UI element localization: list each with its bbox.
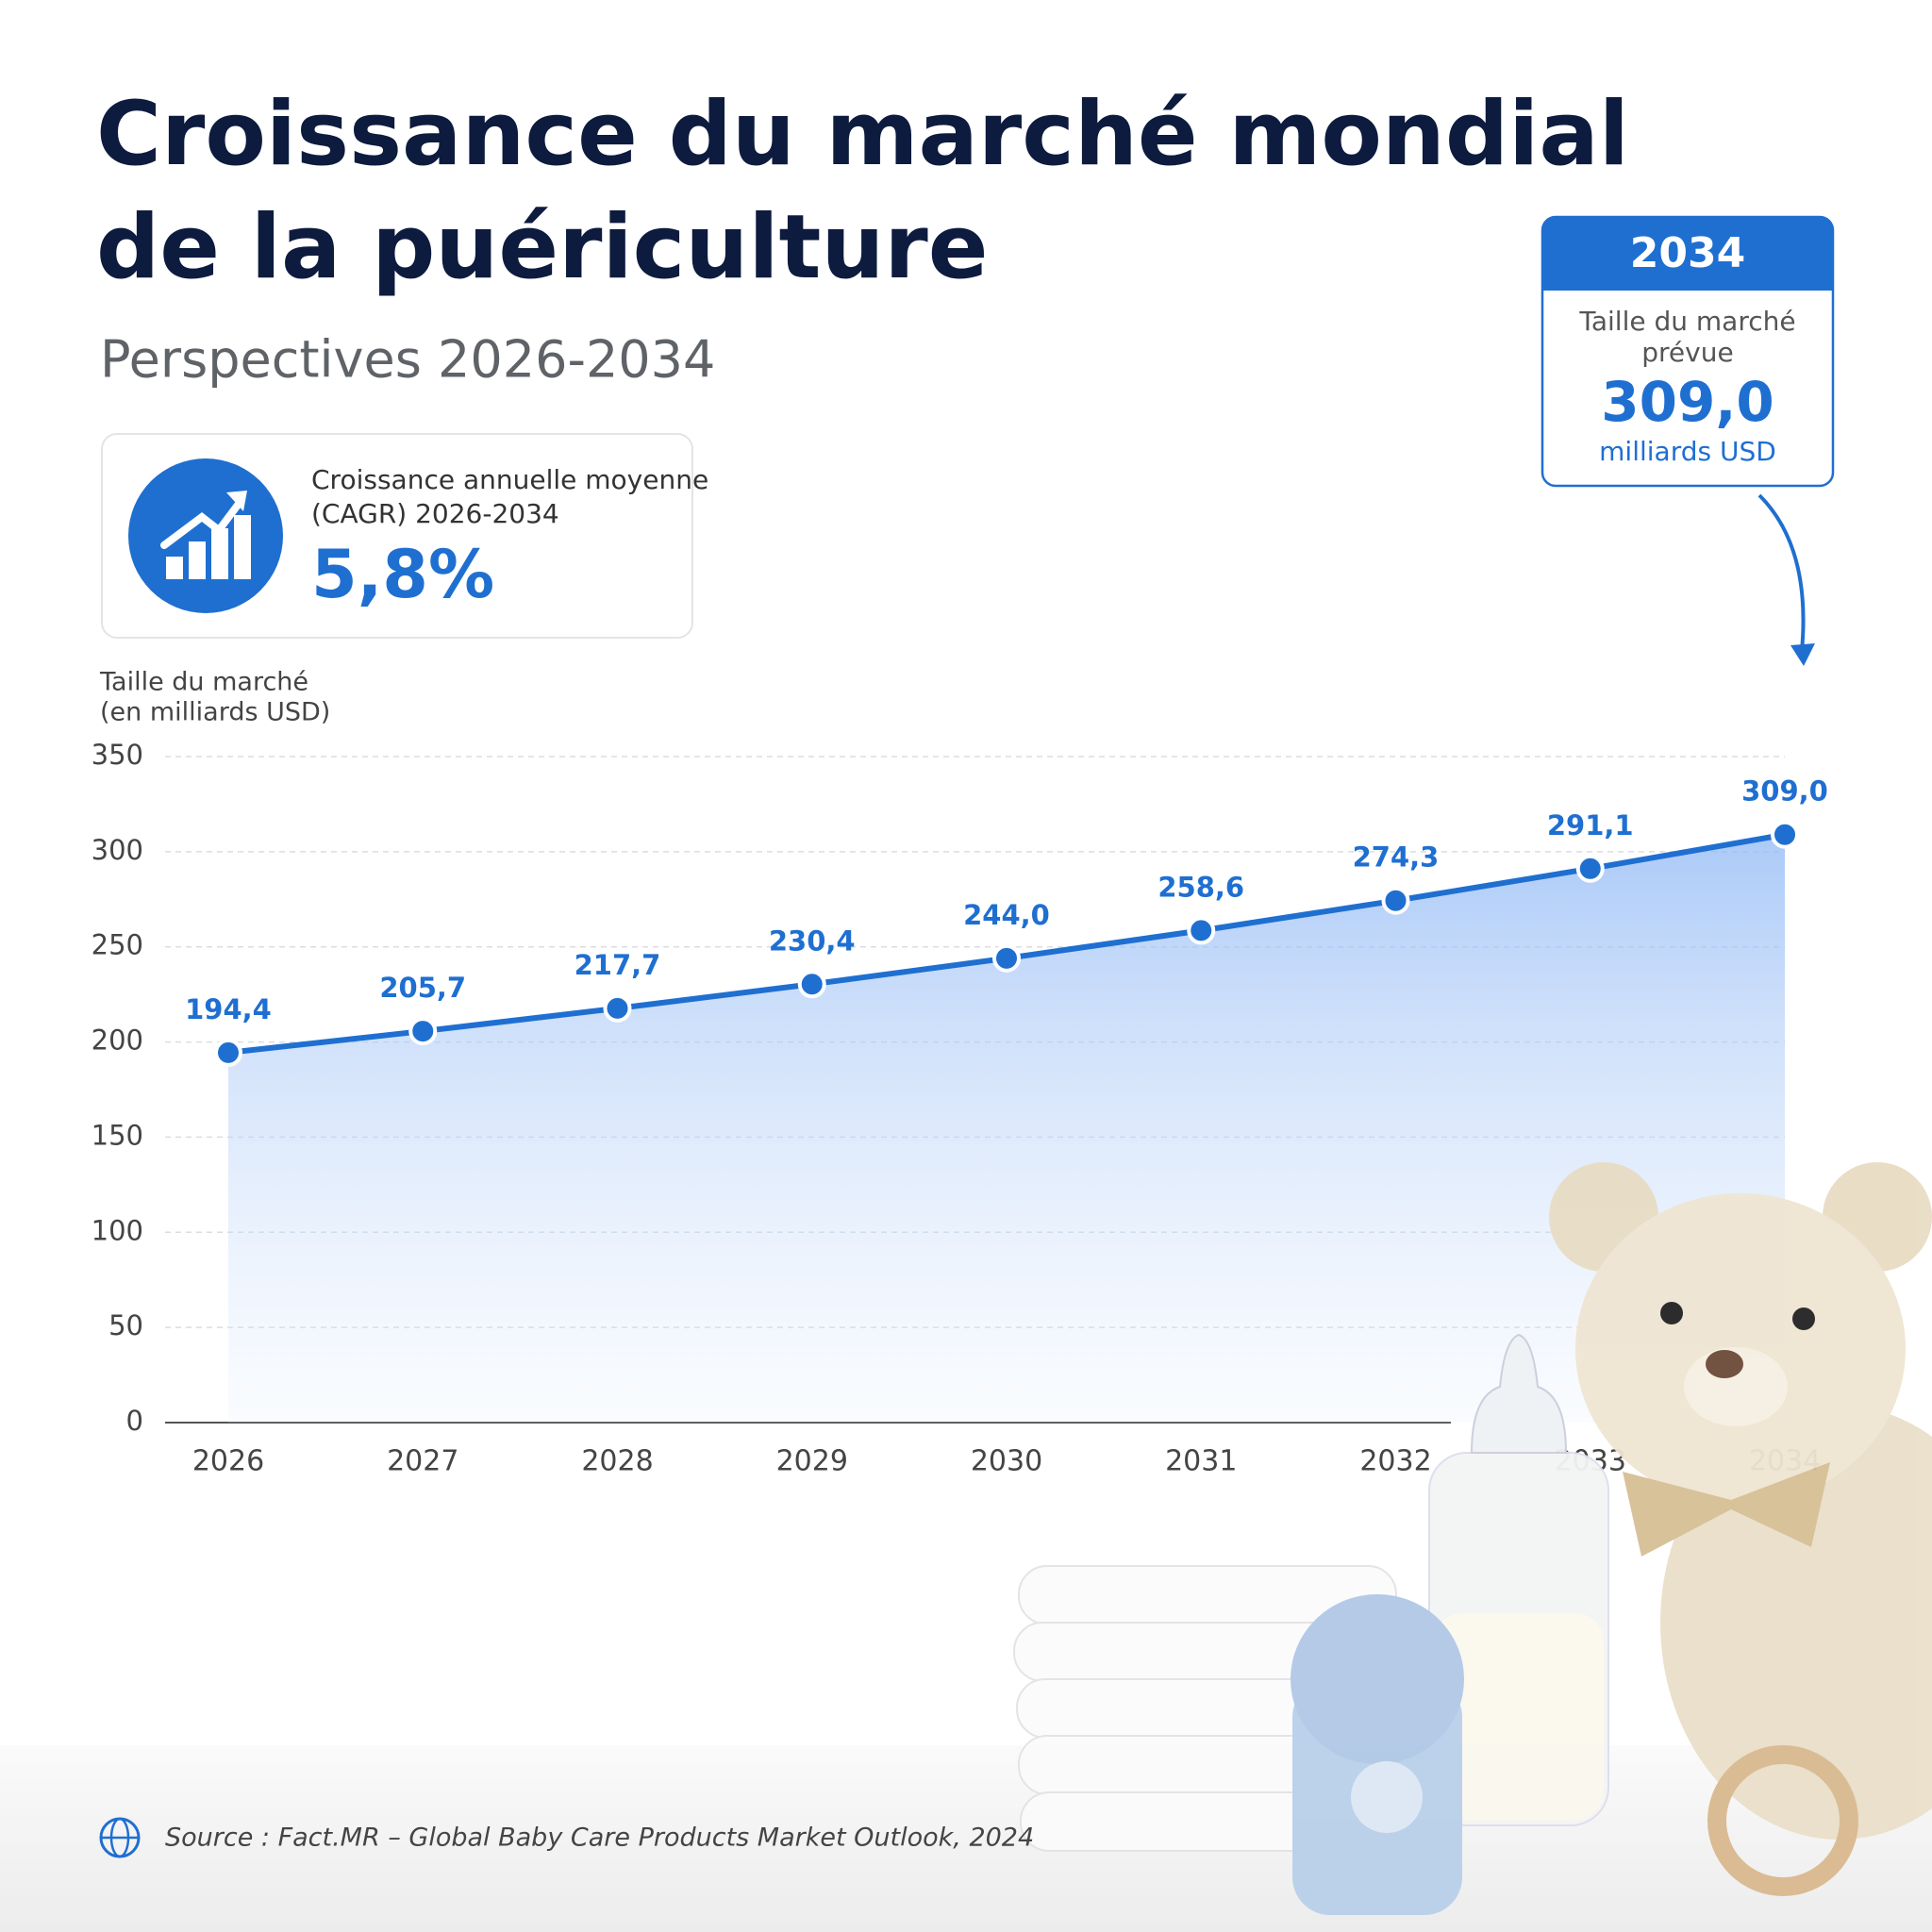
point [214,1038,242,1067]
kpi-icon-arrowhead [226,491,247,511]
y-tick-label: 200 [92,1024,143,1057]
x-tick-label: 2026 [192,1445,264,1478]
data-label: 194,4 [185,993,272,1025]
data-label: 309,0 [1741,775,1828,808]
y-tick-label: 100 [92,1214,143,1246]
point [992,943,1021,973]
y-tick-label: 250 [92,929,143,961]
decoration [1013,1162,1932,1915]
callout-label: prévue [1641,337,1733,368]
x-tick-label: 2030 [971,1445,1042,1478]
x-tick-label: 2031 [1165,1445,1237,1478]
y-tick-label: 150 [92,1119,143,1151]
x-tick-label: 2032 [1359,1445,1431,1478]
kpi-icon [128,458,283,613]
callout-label: Taille du marché [1578,306,1795,337]
point [1381,886,1410,915]
y-axis-label: Taille du marché [99,668,308,697]
source: Source : Fact.MR – Global Baby Care Prod… [165,1824,1034,1853]
callout-arrowhead [1790,643,1815,666]
data-label: 230,4 [769,924,856,957]
data-label: 291,1 [1547,809,1634,841]
point [797,970,826,999]
title-line: Croissance du marché mondial [96,83,1629,186]
data-label: 258,6 [1158,871,1244,903]
callout-year: 2034 [1630,229,1745,277]
data-label: 244,0 [963,899,1050,931]
y-tick-label: 350 [92,739,143,771]
y-tick-label: 50 [108,1309,143,1341]
callout-unit: milliards USD [1599,436,1776,467]
point [1771,820,1799,849]
callout-arrow [1757,493,1806,652]
kpi-label: (CAGR) 2026-2034 [311,498,559,529]
area [228,834,1785,1423]
y-tick-label: 300 [92,834,143,866]
kpi-label: Croissance annuelle moyenne [311,464,708,495]
callout-header [1542,217,1833,291]
data-label: 217,7 [575,949,661,981]
kpi-icon-bars [166,515,251,579]
data-label: 205,7 [379,972,466,1004]
point [1187,916,1216,945]
x-tick-label: 2027 [387,1445,458,1478]
callout-value: 309,0 [1601,370,1774,434]
point [603,993,632,1023]
y-tick-label: 0 [126,1405,143,1437]
subtitle: Perspectives 2026-2034 [100,330,715,390]
point [408,1017,438,1046]
y-axis-label: (en milliards USD) [100,698,330,727]
title-line: de la puériculture [96,196,989,299]
kpi-value: 5,8% [311,536,494,613]
floor [0,1745,1932,1932]
x-tick-label: 2029 [776,1445,848,1478]
point [1575,854,1605,883]
data-label: 274,3 [1353,841,1440,874]
kpi-icon-arrow [160,496,245,549]
x-tick-label: 2028 [581,1445,653,1478]
